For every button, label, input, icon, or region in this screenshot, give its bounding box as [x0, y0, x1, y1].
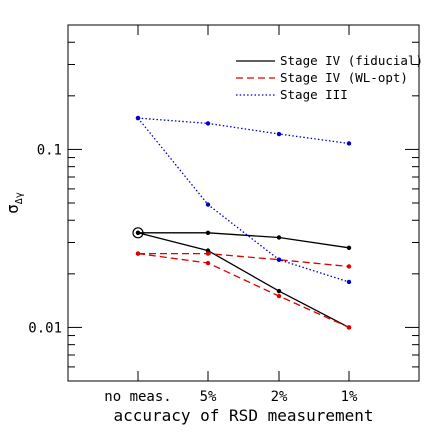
x-tick-label: 2% — [271, 389, 288, 405]
data-point — [205, 260, 211, 266]
data-point — [346, 141, 352, 146]
data-point — [205, 251, 211, 256]
data-point — [346, 279, 352, 285]
x-tick-label: no meas. — [104, 389, 171, 405]
data-point — [346, 245, 352, 251]
y-axis-label: σΔγ — [3, 192, 25, 214]
data-point — [135, 230, 141, 236]
data-point — [276, 293, 282, 299]
plot-frame: no meas. 5% 2% 1% 0.01 0.1 — [28, 24, 420, 405]
marker-layer — [132, 115, 352, 330]
data-point — [205, 230, 211, 236]
data-point — [276, 131, 282, 137]
legend-label: Stage IV (WL-opt) — [280, 70, 408, 85]
series-layer — [137, 117, 350, 328]
data-point — [346, 264, 352, 269]
data-point — [135, 115, 141, 121]
y-axis-label-main: σ — [3, 204, 22, 214]
legend-label: Stage IV (fiducial) — [280, 53, 423, 68]
series-line-2 — [137, 252, 350, 328]
y-axis-label-subscript: Δγ — [14, 192, 25, 204]
x-tick-label: 1% — [341, 389, 358, 405]
y-minor-ticks — [68, 24, 419, 382]
data-point — [276, 257, 282, 262]
data-point — [135, 251, 141, 256]
series-line-0 — [137, 232, 350, 328]
x-tick-label: 5% — [200, 389, 217, 405]
data-point — [346, 325, 352, 330]
x-axis-label: accuracy of RSD measurement — [113, 406, 373, 425]
series-line-1 — [138, 232, 350, 249]
series-line-4 — [137, 117, 350, 283]
series-line-3 — [138, 252, 350, 268]
data-point — [205, 121, 211, 126]
data-point — [276, 288, 282, 294]
data-point — [276, 235, 282, 240]
axis-labels: accuracy of RSD measurement σΔγ — [3, 192, 374, 425]
legend-label: Stage III — [280, 87, 348, 102]
y-tick-label: 0.1 — [37, 142, 62, 158]
series-line-5 — [137, 117, 350, 145]
y-tick-label: 0.01 — [28, 320, 62, 336]
highlight-ring — [132, 227, 144, 239]
legend: Stage IV (fiducial) Stage IV (WL-opt) Stag… — [236, 53, 423, 102]
data-point — [205, 202, 211, 207]
